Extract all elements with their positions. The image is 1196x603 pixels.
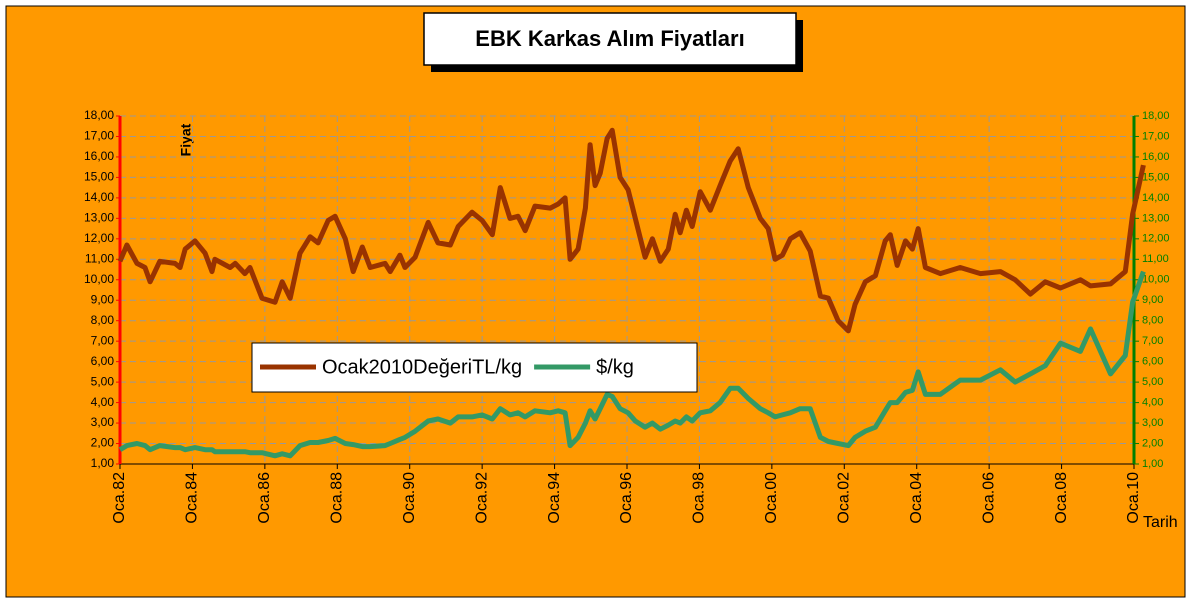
x-tick-label: Oca.98: [691, 472, 708, 524]
y-tick-label: 3,00: [91, 415, 115, 429]
y-tick-label: 15,00: [84, 170, 114, 184]
x-tick-label: Oca.92: [473, 472, 490, 524]
y2-tick-label: 7,00: [1142, 335, 1163, 347]
y2-tick-label: 17,00: [1142, 130, 1170, 142]
y2-tick-label: 10,00: [1142, 274, 1170, 286]
x-tick-label: Oca.86: [256, 472, 273, 524]
y-tick-label: 17,00: [84, 129, 114, 143]
y-tick-label: 6,00: [91, 354, 115, 368]
y2-tick-label: 3,00: [1142, 417, 1163, 429]
y-tick-label: 11,00: [85, 251, 114, 265]
y-tick-label: 7,00: [91, 333, 115, 347]
y2-tick-label: 13,00: [1142, 212, 1170, 224]
y2-tick-label: 16,00: [1142, 151, 1170, 163]
chart-background: [5, 5, 1186, 598]
series-line: [118, 270, 1146, 459]
y-axis-label: Fiyat: [178, 123, 194, 156]
legend-box: [251, 342, 698, 393]
y2-tick-label: 11,00: [1142, 253, 1169, 265]
x-tick-label: Oca.84: [184, 472, 201, 524]
y2-tick-label: 9,00: [1142, 294, 1163, 306]
x-tick-label: Oca.10: [1125, 472, 1142, 524]
y2-tick-label: 14,00: [1142, 192, 1170, 204]
x-tick-label: Oca.90: [401, 472, 418, 524]
y-tick-label: 4,00: [91, 395, 115, 409]
y-tick-label: 9,00: [91, 292, 115, 306]
y-tick-label: 1,00: [91, 456, 115, 470]
x-tick-label: Oca.08: [1053, 472, 1070, 524]
chart-title: EBK Karkas Alım Fiyatları: [475, 26, 744, 51]
legend-label: $/kg: [596, 356, 634, 378]
x-axis-label: Tarih: [1143, 514, 1178, 531]
title-box: [423, 12, 797, 66]
y-tick-label: 12,00: [84, 231, 114, 245]
x-tick-label: Oca.88: [329, 472, 346, 524]
y-tick-label: 8,00: [91, 313, 115, 327]
y-tick-label: 16,00: [84, 149, 114, 163]
y2-tick-label: 18,00: [1142, 110, 1170, 122]
legend-label: Ocak2010DeğeriTL/kg: [322, 356, 522, 378]
y2-tick-label: 2,00: [1142, 437, 1163, 449]
y2-tick-label: 12,00: [1142, 233, 1170, 245]
x-tick-label: Oca.96: [618, 472, 635, 524]
y2-tick-label: 6,00: [1142, 356, 1163, 368]
x-tick-label: Oca.00: [763, 472, 780, 524]
y-tick-label: 5,00: [91, 374, 115, 388]
y2-tick-label: 8,00: [1142, 315, 1163, 327]
x-tick-label: Oca.04: [908, 472, 925, 524]
y-tick-label: 13,00: [84, 211, 114, 225]
x-tick-label: Oca.94: [546, 472, 563, 524]
y-tick-label: 18,00: [84, 108, 114, 122]
x-tick-label: Oca.02: [836, 472, 853, 524]
y-tick-label: 2,00: [91, 436, 115, 450]
y2-tick-label: 1,00: [1142, 458, 1163, 470]
series-line: [117, 127, 1146, 334]
x-tick-label: Oca.82: [111, 472, 128, 524]
y-tick-label: 10,00: [84, 272, 114, 286]
x-tick-label: Oca.06: [980, 472, 997, 524]
y2-tick-label: 4,00: [1142, 396, 1163, 408]
y-tick-label: 14,00: [84, 190, 114, 204]
y2-tick-label: 15,00: [1142, 171, 1170, 183]
y2-tick-label: 5,00: [1142, 376, 1163, 388]
